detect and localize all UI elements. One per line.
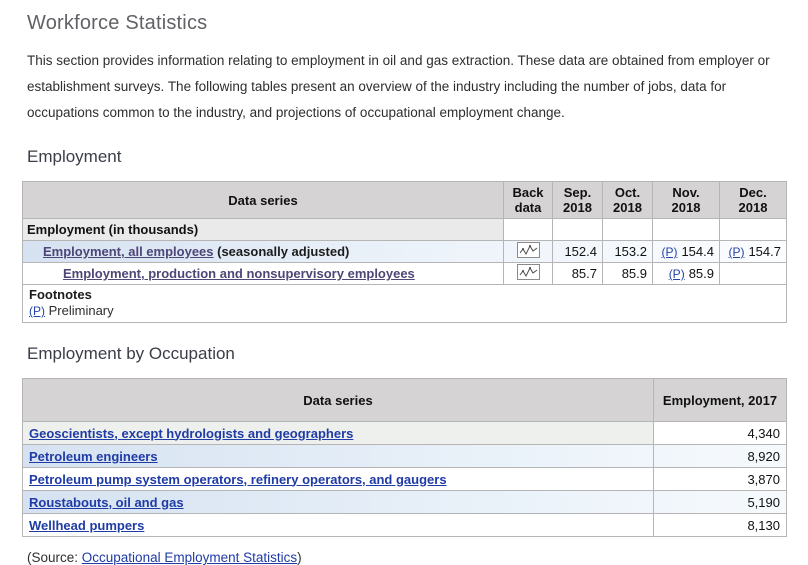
series-suffix: (seasonally adjusted) xyxy=(213,244,350,259)
employment-table-header-row: Data series Back data Sep. 2018 Oct. 201… xyxy=(22,181,787,219)
preliminary-marker[interactable]: (P) xyxy=(668,267,685,281)
source-suffix: ) xyxy=(297,550,302,565)
cell-value: 154.7 xyxy=(748,244,781,259)
cell-value: 152.4 xyxy=(564,244,597,259)
table-row-all-employees: Employment, all employees (seasonally ad… xyxy=(22,240,787,263)
source-link[interactable]: Occupational Employment Statistics xyxy=(81,550,298,565)
cell-value: 153.2 xyxy=(614,244,647,259)
col-header-employment-2017: Employment, 2017 xyxy=(653,378,787,422)
col-header-dec-2018: Dec. 2018 xyxy=(719,181,787,219)
footnotes-row: Footnotes (P) Preliminary xyxy=(22,284,787,323)
back-data-cell[interactable] xyxy=(503,240,553,263)
occupation-value: 4,340 xyxy=(653,421,787,445)
col-header-back-data: Back data xyxy=(503,181,553,219)
occupation-link-geoscientists[interactable]: Geoscientists, except hydrologists and g… xyxy=(29,425,354,441)
sparkline-chart-icon[interactable] xyxy=(516,264,540,280)
source-prefix: (Source: xyxy=(27,550,82,565)
table-row-pump-system-operators: Petroleum pump system operators, refiner… xyxy=(22,467,787,491)
cell-value: 85.9 xyxy=(688,266,714,281)
occupation-link-wellhead-pumpers[interactable]: Wellhead pumpers xyxy=(29,517,145,533)
occupation-table-header-row: Data series Employment, 2017 xyxy=(22,378,787,422)
preliminary-marker[interactable]: (P) xyxy=(728,245,745,259)
employment-group-row: Employment (in thousands) xyxy=(22,218,787,241)
occupation-value: 5,190 xyxy=(653,490,787,514)
employment-by-occupation-table: Data series Employment, 2017 Geoscientis… xyxy=(22,378,787,537)
cell-value: 154.4 xyxy=(681,244,714,259)
table-row-geoscientists: Geoscientists, except hydrologists and g… xyxy=(22,421,787,445)
col-header-data-series: Data series xyxy=(22,181,504,219)
occupation-value: 8,920 xyxy=(653,444,787,468)
intro-paragraph: This section provides information relati… xyxy=(27,53,770,120)
back-data-cell[interactable] xyxy=(503,262,553,285)
occupation-link-pump-system-operators[interactable]: Petroleum pump system operators, refiner… xyxy=(29,471,447,487)
occupation-link-petroleum-engineers[interactable]: Petroleum engineers xyxy=(29,448,158,464)
preliminary-footnote-link[interactable]: (P) xyxy=(29,304,45,318)
table-row-petroleum-engineers: Petroleum engineers 8,920 xyxy=(22,444,787,468)
table-row-production-employees: Employment, production and nonsupervisor… xyxy=(22,262,787,285)
col-header-data-series: Data series xyxy=(22,378,654,422)
cell-value: 85.7 xyxy=(571,266,597,281)
occupation-link-roustabouts[interactable]: Roustabouts, oil and gas xyxy=(29,494,184,510)
sparkline-chart-icon[interactable] xyxy=(516,242,540,258)
col-header-nov-2018: Nov. 2018 xyxy=(652,181,720,219)
occupation-section-heading: Employment by Occupation xyxy=(27,344,235,363)
employment-section-heading: Employment xyxy=(27,147,122,166)
page-title: Workforce Statistics xyxy=(27,12,208,34)
preliminary-marker[interactable]: (P) xyxy=(661,245,678,259)
series-link-all-employees[interactable]: Employment, all employees xyxy=(43,244,214,259)
footnote-text: Preliminary xyxy=(48,303,114,318)
group-row-label: Employment (in thousands) xyxy=(22,218,504,241)
col-header-sep-2018: Sep. 2018 xyxy=(552,181,603,219)
series-link-production-employees[interactable]: Employment, production and nonsupervisor… xyxy=(63,266,415,281)
table-row-wellhead-pumpers: Wellhead pumpers 8,130 xyxy=(22,513,787,537)
footnotes-heading: Footnotes xyxy=(29,287,92,302)
source-line: (Source: Occupational Employment Statist… xyxy=(27,550,786,565)
cell-value: 85.9 xyxy=(621,266,647,281)
occupation-value: 8,130 xyxy=(653,513,787,537)
occupation-value: 3,870 xyxy=(653,467,787,491)
employment-table: Data series Back data Sep. 2018 Oct. 201… xyxy=(22,181,787,323)
col-header-oct-2018: Oct. 2018 xyxy=(602,181,653,219)
table-row-roustabouts: Roustabouts, oil and gas 5,190 xyxy=(22,490,787,514)
